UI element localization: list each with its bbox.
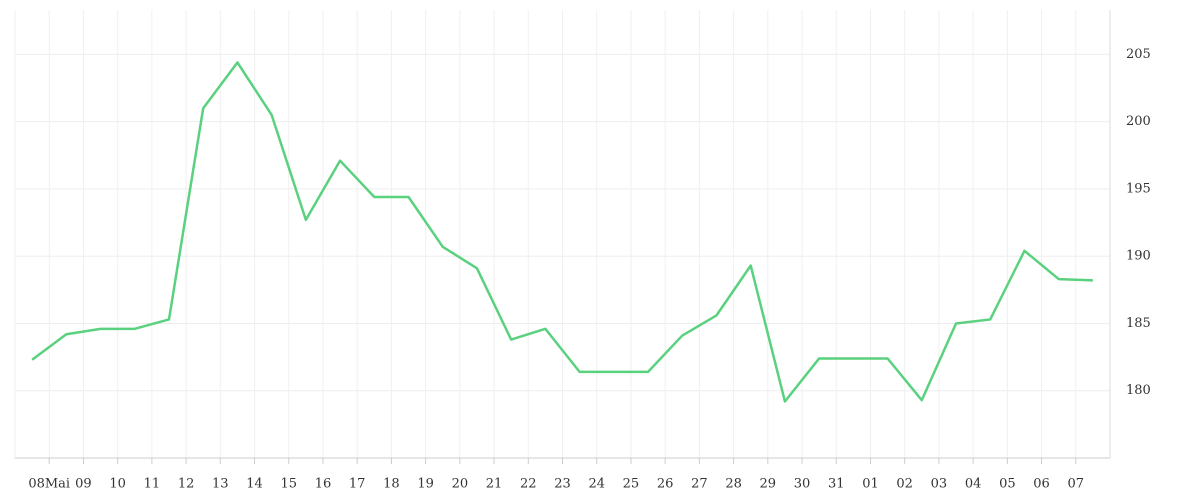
x-tick-label: 13 xyxy=(212,477,229,492)
x-tick-label: 01 xyxy=(862,477,879,492)
x-tick-label: 11 xyxy=(144,477,161,492)
x-tick-label: 08Mai xyxy=(28,477,70,492)
y-tick-label: 190 xyxy=(1126,249,1151,264)
x-tick-label: 16 xyxy=(315,477,332,492)
x-tick-label: 05 xyxy=(999,477,1016,492)
x-tick-label: 14 xyxy=(246,477,263,492)
line xyxy=(31,61,1093,403)
x-tick-label: 28 xyxy=(725,477,742,492)
x-tick-label: 27 xyxy=(691,477,708,492)
x-tick-label: 22 xyxy=(520,477,537,492)
y-tick-label: 205 xyxy=(1126,47,1151,62)
y-tick-label: 195 xyxy=(1126,181,1151,196)
x-tick-label: 25 xyxy=(623,477,640,492)
y-tick-label: 185 xyxy=(1126,316,1151,331)
y-tick-label: 200 xyxy=(1126,114,1151,129)
x-tick-label: 21 xyxy=(486,477,503,492)
x-tick-label: 10 xyxy=(109,477,126,492)
x-tick-label: 15 xyxy=(280,477,297,492)
x-tick-label: 31 xyxy=(828,477,845,492)
x-tick-label: 04 xyxy=(965,477,982,492)
x-tick-label: 26 xyxy=(657,477,674,492)
x-tick-label: 06 xyxy=(1033,477,1050,492)
x-tick-label: 17 xyxy=(349,477,366,492)
y-tick-label: 180 xyxy=(1126,383,1151,398)
x-tick-label: 09 xyxy=(75,477,92,492)
x-tick-label: 12 xyxy=(178,477,195,492)
x-tick-label: 19 xyxy=(417,477,434,492)
x-tick-label: 24 xyxy=(588,477,605,492)
x-tick-label: 18 xyxy=(383,477,400,492)
x-tick-label: 20 xyxy=(452,477,469,492)
x-tick-label: 30 xyxy=(794,477,811,492)
x-tick-label: 03 xyxy=(931,477,948,492)
x-tick-label: 02 xyxy=(896,477,913,492)
x-tick-label: 23 xyxy=(554,477,571,492)
x-tick-label: 07 xyxy=(1068,477,1085,492)
x-tick-label: 29 xyxy=(760,477,777,492)
